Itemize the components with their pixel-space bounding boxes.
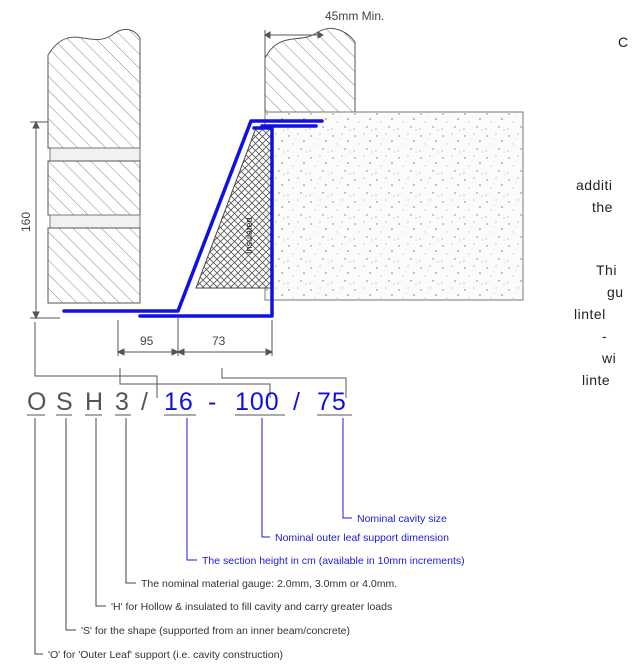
height-dimension (30, 120, 60, 320)
code-dash: - (208, 388, 217, 416)
inner-leg-label: 95 (140, 334, 154, 348)
insulation-fill (195, 127, 273, 289)
legend-item-outer-leaf: 'O' for 'Outer Leaf' support (i.e. cavit… (48, 649, 283, 661)
min-bearing-dimension (264, 30, 324, 58)
legend-leaders (34, 418, 352, 655)
height-label: 160 (19, 212, 33, 232)
side-text-fragment: the (592, 199, 613, 215)
code-s: S (56, 388, 74, 416)
side-text-fragment: linte (582, 372, 611, 388)
legend-item-cavity: Nominal cavity size (357, 513, 447, 525)
code-height: 16 (164, 388, 194, 416)
legend-item-hollow: 'H' for Hollow & insulated to fill cavit… (111, 601, 392, 613)
legend: Nominal cavity size Nominal outer leaf s… (48, 513, 465, 661)
code-h: H (85, 388, 104, 416)
code-slash-1: / (141, 388, 149, 416)
outer-leg-label: 73 (212, 334, 226, 348)
side-text-fragment: lintel (574, 306, 606, 322)
min-bearing-label: 45mm Min. (325, 9, 384, 23)
legend-item-shape: 'S' for the shape (supported from an inn… (81, 625, 350, 637)
dimension-leaders (34, 322, 347, 398)
code-slash-2: / (293, 388, 301, 416)
legend-item-support: Nominal outer leaf support dimension (275, 532, 449, 544)
product-code: O S H 3 / 16 - 100 / 75 (27, 388, 347, 416)
code-support: 100 (235, 388, 280, 416)
legend-item-height: The section height in cm (available in 1… (202, 555, 465, 567)
legend-item-gauge: The nominal material gauge: 2.0mm, 3.0mm… (141, 578, 397, 590)
code-cavity: 75 (317, 388, 347, 416)
side-text-fragment: - (602, 328, 608, 344)
insulated-label: Insulated (244, 217, 254, 254)
inner-leaf-masonry (47, 28, 141, 304)
outer-leaf-masonry (264, 27, 356, 113)
side-text-fragment: C (618, 34, 629, 50)
side-text-fragment: Thi (596, 262, 617, 278)
lintel-profile (62, 119, 324, 318)
code-3: 3 (115, 388, 130, 416)
side-text-fragment: gu (607, 284, 624, 300)
leg-dimensions (116, 318, 274, 356)
side-text-fragment: additi (576, 177, 613, 193)
concrete-block (264, 111, 524, 301)
side-text-fragment: wi (602, 350, 617, 366)
code-o: O (27, 388, 47, 416)
